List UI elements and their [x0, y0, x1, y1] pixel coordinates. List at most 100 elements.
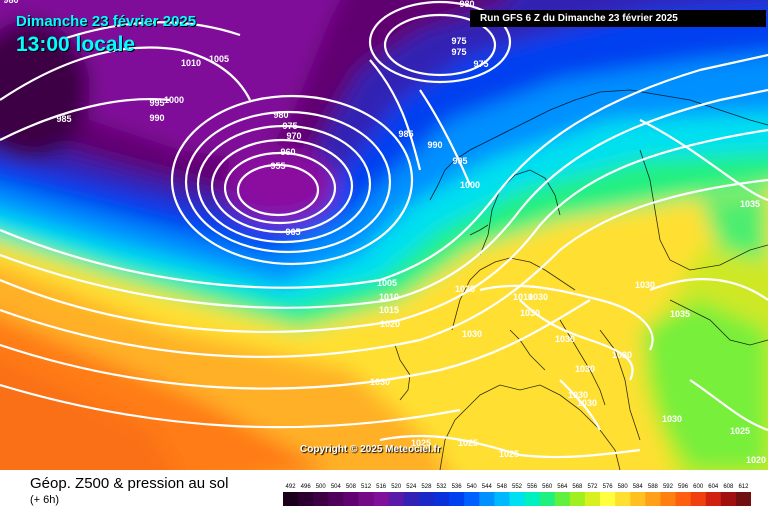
legend-swatch: [690, 492, 707, 506]
legend-tick-label: 604: [708, 484, 719, 490]
legend-tick-label: 504: [331, 484, 342, 490]
legend-tick-label: 576: [603, 484, 614, 490]
legend-swatch: [418, 492, 435, 506]
legend-swatch: [283, 492, 299, 506]
isobar-label: 1030: [528, 292, 548, 302]
forecast-offset: (+ 6h): [30, 494, 60, 506]
legend-tick-label: 592: [663, 484, 674, 490]
isobar-label: 955: [270, 161, 285, 171]
isobar-label: 1005: [377, 278, 397, 288]
isobar-label: 975: [451, 47, 466, 57]
isobar-label: 1025: [455, 284, 475, 294]
legend-tick-label: 536: [452, 484, 463, 490]
legend-tick-label: 612: [738, 484, 749, 490]
isobar-label: 1035: [670, 309, 690, 319]
legend-swatch: [675, 492, 692, 506]
model-run-label: Run GFS 6 Z du Dimanche 23 février 2025: [470, 10, 766, 27]
legend-swatch: [554, 492, 571, 506]
legend-tick-label: 564: [557, 484, 568, 490]
legend-tick-label: 588: [648, 484, 659, 490]
legend-swatch: [660, 492, 677, 506]
forecast-time: 13:00 locale: [16, 33, 136, 56]
legend-tick-label: 548: [497, 484, 508, 490]
legend-swatch: [494, 492, 510, 506]
copyright-notice: Copyright © 2025 Meteociel.fr: [300, 444, 441, 455]
isobar-label: 990: [149, 113, 164, 123]
isobar-label: 1010: [181, 58, 201, 68]
isobar-label: 1020: [380, 319, 400, 329]
legend-swatch: [358, 492, 375, 506]
legend-tick-label: 556: [527, 484, 538, 490]
isobar-label: 995: [149, 98, 164, 108]
weather-map: 1010 1005 995 1000 985 990 980 975 975 9…: [0, 0, 768, 470]
isobar-label: 1020: [746, 455, 766, 465]
legend-tick-label: 520: [391, 484, 402, 490]
isobar-label: 1005: [209, 54, 229, 64]
legend-swatch: [705, 492, 722, 506]
isobar-label: 1030: [555, 334, 575, 344]
color-scale-legend: 492 496 500 504 508 512 516 520 524 528 532 536 540 5…: [283, 484, 751, 506]
legend-swatch: [524, 492, 541, 506]
forecast-date: Dimanche 23 février 2025: [16, 13, 197, 30]
isobar-label: 965: [285, 227, 300, 237]
isobar-label: 1025: [458, 438, 478, 448]
isobar-label: 1030: [575, 364, 595, 374]
isobar-label: 980: [459, 0, 474, 9]
legend-swatch: [584, 492, 601, 506]
legend-swatch: [449, 492, 465, 506]
isobar-label: 1035: [740, 199, 760, 209]
legend-swatch: [343, 492, 359, 506]
legend-swatch: [403, 492, 420, 506]
isobar-label: 1015: [379, 305, 399, 315]
isobar-label: 1030: [520, 308, 540, 318]
legend-swatch: [433, 492, 450, 506]
isobar-label: 970: [286, 131, 301, 141]
legend-tick-label: 540: [467, 484, 478, 490]
legend-tick-label: 544: [482, 484, 493, 490]
legend-tick-label: 584: [633, 484, 644, 490]
isobar-label: 980: [273, 110, 288, 120]
parameter-title: Géop. Z500 & pression au sol: [30, 475, 229, 492]
isobar-label: 985: [398, 129, 413, 139]
legend-swatch: [313, 492, 329, 506]
isobar-label: 1030: [462, 329, 482, 339]
legend-swatch: [328, 492, 344, 506]
legend-swatch: [600, 492, 616, 506]
isobars: [0, 0, 768, 459]
isobar-label: 1030: [568, 390, 588, 400]
legend-swatch: [630, 492, 646, 506]
legend-tick-label: 596: [678, 484, 689, 490]
legend-tick-label: 492: [286, 484, 297, 490]
legend-tick-label: 512: [361, 484, 372, 490]
isobar-label: 1025: [730, 426, 750, 436]
legend-swatch: [735, 492, 751, 506]
legend-tick-label: 496: [301, 484, 312, 490]
legend-tick-label: 528: [421, 484, 432, 490]
legend-swatch: [479, 492, 495, 506]
isobar-label: 1030: [635, 280, 655, 290]
legend-tick-label: 552: [512, 484, 523, 490]
legend-swatch: [539, 492, 556, 506]
isobar-label: 1030: [612, 350, 632, 360]
isobar-label: 975: [282, 121, 297, 131]
legend-tick-label: 560: [542, 484, 553, 490]
isobar-label: 960: [280, 147, 295, 157]
isobar-labels: 1010 1005 995 1000 985 990 980 975 975 9…: [3, 0, 766, 465]
isobar-label: 985: [56, 114, 71, 124]
legend-swatch: [569, 492, 586, 506]
legend-swatch: [645, 492, 661, 506]
legend-swatch: [373, 492, 390, 506]
isobar-label: 1025: [411, 438, 431, 448]
isobar-label: 1010: [379, 292, 399, 302]
isobar-label: 1030: [662, 414, 682, 424]
isobar-label: 975: [473, 59, 488, 69]
isobar-label: 990: [427, 140, 442, 150]
legend-tick-label: 608: [723, 484, 734, 490]
legend-swatch: [720, 492, 737, 506]
isobar-label: 980: [3, 0, 18, 5]
isobar-label: 1010: [513, 292, 533, 302]
legend-tick-label: 572: [587, 484, 598, 490]
legend-tick-label: 516: [376, 484, 387, 490]
legend-tick-label: 532: [437, 484, 448, 490]
isobar-label: 1030: [577, 398, 597, 408]
